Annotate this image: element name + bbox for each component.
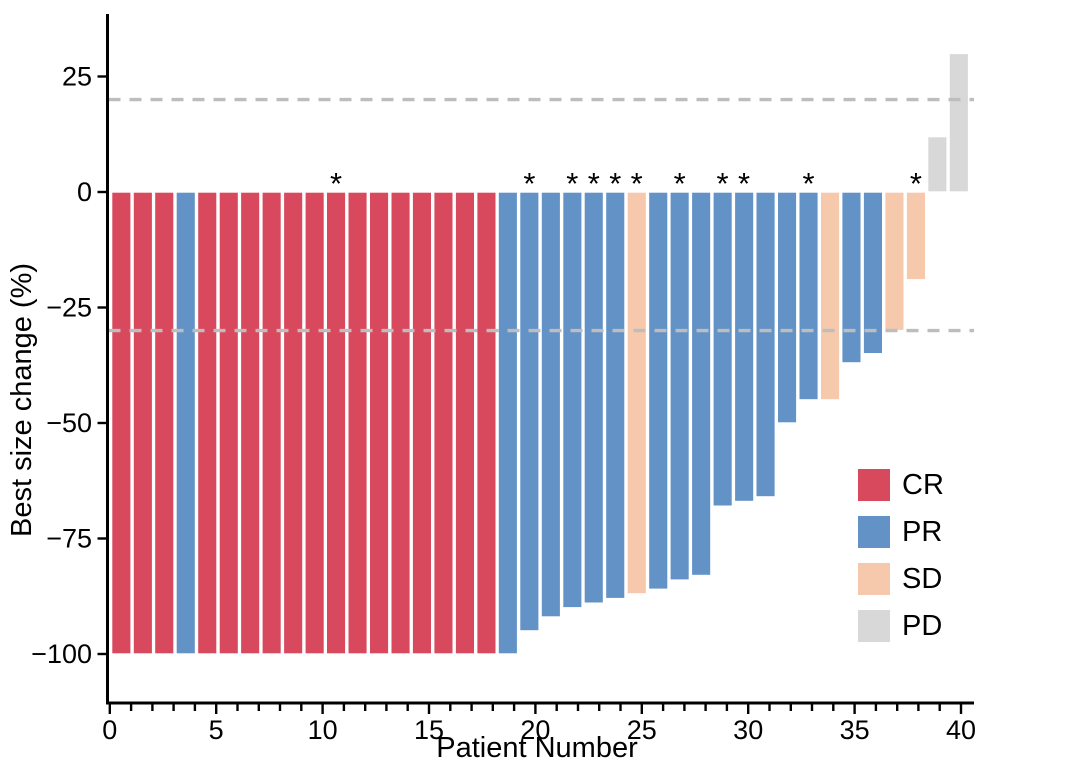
asterisk-patient-23: *	[588, 166, 600, 201]
bar-patient-37	[884, 191, 905, 332]
y-tick-label--50: −50	[46, 408, 92, 438]
x-tick-label-10: 10	[308, 715, 338, 745]
y-axis-ticks: 25 0 −25 −50 −75 −100	[31, 62, 106, 669]
bar-patient-23	[583, 191, 605, 604]
bar-patient-27	[669, 191, 691, 581]
legend-label-CR: CR	[902, 469, 944, 501]
x-tick-label-35: 35	[840, 715, 870, 745]
y-axis-title: Best size change (%)	[6, 263, 38, 537]
bar-patient-35	[841, 191, 862, 364]
bar-patient-8	[261, 191, 283, 655]
legend-item-PD: PD	[858, 610, 942, 642]
bar-patient-2	[132, 191, 154, 655]
y-tick-label--75: −75	[46, 524, 92, 554]
bar-patient-20	[518, 191, 540, 632]
asterisk-patient-33: *	[802, 166, 814, 201]
bar-patient-19	[497, 191, 519, 655]
bar-patient-29	[712, 191, 734, 507]
legend-label-PR: PR	[902, 516, 942, 548]
legend: CR PR SD PD	[858, 469, 944, 642]
x-tick-label-5: 5	[209, 715, 224, 745]
bar-patient-24	[604, 191, 626, 600]
bar-patient-9	[282, 191, 304, 655]
bar-patient-7	[239, 191, 261, 655]
x-tick-label-25: 25	[627, 715, 657, 745]
bar-patient-4	[175, 191, 197, 655]
y-tick-label-25: 25	[62, 62, 92, 92]
bar-patient-18	[476, 191, 497, 655]
legend-item-CR: CR	[858, 469, 944, 501]
asterisk-patient-11: *	[330, 166, 342, 201]
bar-patient-28	[690, 191, 712, 577]
bar-patient-38	[905, 191, 927, 281]
bar-patient-3	[153, 191, 175, 655]
x-tick-label-20: 20	[520, 715, 550, 745]
asterisk-patient-30: *	[738, 166, 750, 201]
bar-patient-21	[540, 191, 562, 618]
x-tick-label-40: 40	[946, 715, 976, 745]
asterisk-patient-24: *	[609, 166, 621, 201]
bar-patient-22	[561, 191, 583, 609]
bar-patient-17	[454, 191, 476, 655]
y-tick-label--25: −25	[46, 293, 92, 323]
bar-patient-32	[776, 191, 798, 424]
x-tick-label-30: 30	[733, 715, 763, 745]
bars	[110, 52, 970, 655]
bar-patient-10	[304, 191, 326, 655]
asterisk-patient-20: *	[523, 166, 535, 201]
bar-patient-30	[733, 191, 755, 503]
bar-patient-13	[368, 191, 390, 655]
significance-marks: * * * * * * * * * * *	[330, 166, 922, 201]
asterisk-patient-22: *	[566, 166, 578, 201]
bar-patient-14	[390, 191, 411, 655]
bar-patient-15	[411, 191, 433, 655]
x-tick-label-0: 0	[102, 715, 117, 745]
legend-item-PR: PR	[858, 516, 942, 548]
bar-patient-16	[433, 191, 454, 655]
bar-patient-26	[647, 191, 669, 590]
bar-patient-39	[926, 135, 948, 193]
legend-label-PD: PD	[902, 610, 942, 642]
bar-patient-34	[819, 191, 841, 401]
x-tick-label-15: 15	[414, 715, 444, 745]
asterisk-patient-29: *	[717, 166, 729, 201]
bar-patient-11	[325, 191, 347, 655]
bar-patient-1	[110, 191, 132, 655]
bar-patient-12	[347, 191, 368, 655]
legend-swatch-CR	[858, 469, 890, 501]
bar-patient-31	[755, 191, 776, 498]
y-tick-label--100: −100	[31, 639, 92, 669]
legend-swatch-SD	[858, 563, 890, 595]
asterisk-patient-38: *	[910, 166, 922, 201]
legend-swatch-PD	[858, 610, 890, 642]
y-tick-label-0: 0	[77, 177, 92, 207]
legend-label-SD: SD	[902, 563, 942, 595]
legend-item-SD: SD	[858, 563, 942, 595]
bar-patient-6	[218, 191, 240, 655]
bar-patient-40	[948, 52, 970, 193]
x-axis-title: Patient Number	[436, 732, 638, 763]
asterisk-patient-27: *	[674, 166, 686, 201]
bar-patient-33	[798, 191, 819, 401]
legend-swatch-PR	[858, 516, 890, 548]
bar-patient-25	[626, 191, 648, 595]
bar-patient-36	[862, 191, 884, 355]
asterisk-patient-25: *	[631, 166, 643, 201]
x-axis-ticks: 0 5 10 15 20 25 30 35 40	[102, 704, 976, 745]
bar-patient-5	[196, 191, 218, 655]
